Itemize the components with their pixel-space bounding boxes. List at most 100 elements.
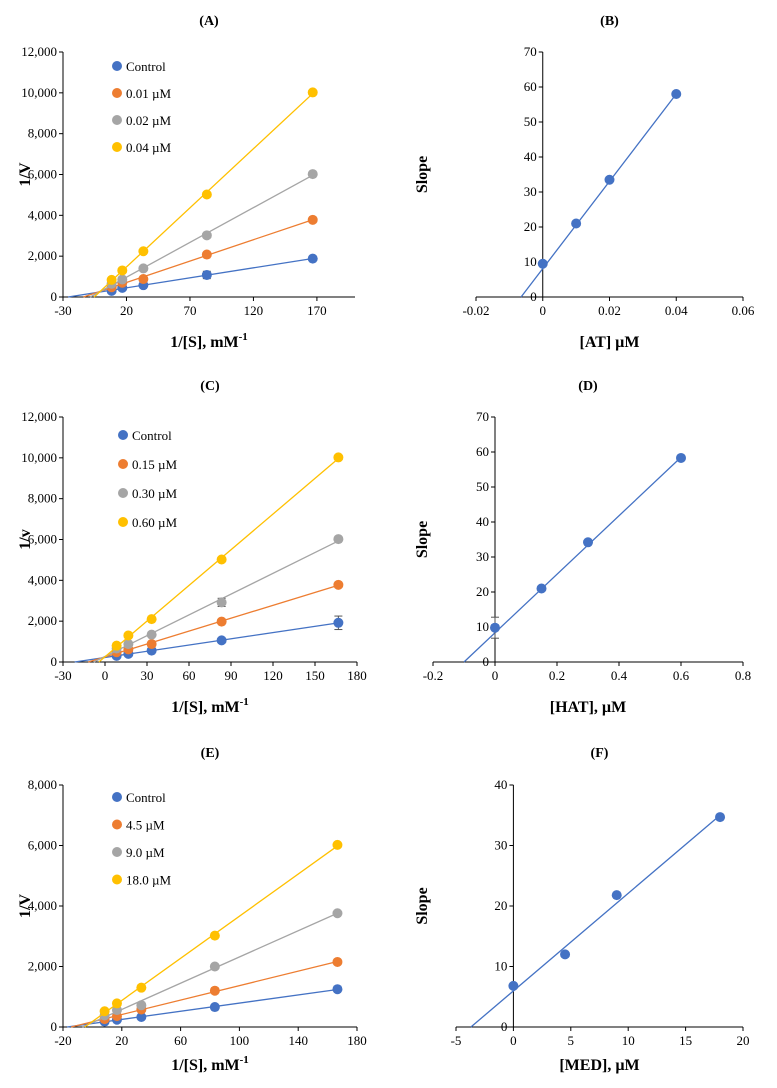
- x-tick-label: 60: [174, 1033, 187, 1048]
- fit-line-1: [70, 960, 338, 1028]
- data-point: [201, 249, 212, 260]
- y-tick-label: 8,000: [28, 491, 57, 506]
- data-point: [715, 812, 726, 823]
- legend-label: Control: [126, 59, 166, 74]
- y-tick-label: 0: [530, 289, 537, 304]
- panel-b: (B) 0 10 20 30 40 50 60 70 -0.02 0 0.02 0.04 0.06 [AT]…: [414, 14, 755, 351]
- data-point: [604, 174, 615, 185]
- fit-line-2: [89, 174, 314, 298]
- x-axis-label-text: 1/[S], mM: [170, 334, 238, 351]
- y-tick-label: 40: [524, 149, 537, 164]
- x-tick-label: 0.02: [598, 303, 621, 318]
- x-tick-label: 90: [225, 668, 238, 683]
- data-point: [201, 269, 212, 280]
- x-axis-label-text: 1/[S], mM: [171, 1057, 239, 1074]
- x-axis-label-superscript: -1: [240, 696, 249, 708]
- data-point: [209, 961, 220, 972]
- data-point: [611, 890, 622, 901]
- fit-line-1: [83, 219, 313, 298]
- data-point: [571, 218, 582, 229]
- panel-d: (D) 0 10 20 30 40 50 60 70 -0.2 0 0.2 0.4 0.6 0.8 [HAT]…: [414, 379, 751, 716]
- legend-label: 0.30 µM: [132, 486, 177, 501]
- x-axis-label-text: [MED], µM: [559, 1057, 639, 1074]
- legend: Control 0.15 µM 0.30 µM 0.60 µM: [118, 428, 177, 530]
- legend-marker: [112, 874, 122, 885]
- panel-title: (F): [591, 746, 609, 761]
- panel-title: (C): [200, 379, 220, 394]
- data-point: [209, 930, 220, 941]
- data-point: [138, 263, 149, 274]
- fit-line: [463, 456, 682, 663]
- legend: Control 4.5 µM 9.0 µM 18.0 µM: [112, 790, 171, 888]
- data-point: [332, 908, 343, 919]
- data-point: [307, 253, 318, 264]
- panel-e: (E) 0 2,000 4,000 6,000 8,000 -20 20 60 100 140 180…: [17, 746, 367, 1074]
- y-tick-label: 8,000: [28, 777, 57, 792]
- x-tick-label: 70: [183, 303, 196, 318]
- x-tick-label: 120: [263, 668, 283, 683]
- panel-f: (F) 0 10 20 30 40 -5 0 5 10 15 20 [MED], µM Slope: [414, 746, 750, 1074]
- data-point: [201, 230, 212, 241]
- x-axis-label-text: 1/[S], mM: [171, 699, 239, 716]
- x-tick-label: 10: [622, 1033, 635, 1048]
- panel-title: (D): [578, 379, 598, 394]
- x-tick-label: 170: [307, 303, 327, 318]
- legend-marker: [118, 488, 128, 498]
- data-point: [333, 579, 344, 590]
- data-point: [146, 639, 157, 650]
- x-tick-label: 120: [244, 303, 264, 318]
- y-tick-label: 20: [494, 898, 507, 913]
- panel-a: (A) 0 2,000 4,000 6,000 8,000 10,000 12,000 -30 2…: [17, 14, 355, 351]
- x-tick-label: -5: [451, 1033, 462, 1048]
- y-tick-label: 0: [51, 654, 58, 669]
- x-tick-label: 15: [679, 1033, 692, 1048]
- data-point: [146, 614, 157, 625]
- x-tick-label: -0.2: [423, 668, 444, 683]
- data-point: [536, 583, 547, 594]
- data-point: [332, 839, 343, 850]
- y-tick-label: 0: [51, 289, 58, 304]
- x-tick-label: -0.02: [462, 303, 489, 318]
- x-tick-label: 0: [540, 303, 547, 318]
- y-axis-label: Slope: [414, 521, 431, 558]
- y-tick-label: 2,000: [28, 613, 57, 628]
- fit-line-2: [93, 540, 339, 663]
- x-axis-label: [MED], µM: [559, 1057, 639, 1074]
- legend-marker: [112, 115, 122, 125]
- data-point: [117, 265, 128, 276]
- legend-marker: [112, 142, 122, 152]
- y-tick-label: 10: [494, 959, 507, 974]
- y-tick-label: 40: [476, 514, 489, 529]
- x-tick-label: 100: [230, 1033, 250, 1048]
- y-axis-label: 1/v: [17, 529, 34, 549]
- x-tick-label: 140: [288, 1033, 308, 1048]
- x-tick-label: 0.04: [665, 303, 688, 318]
- data-point: [333, 452, 344, 463]
- y-tick-label: 60: [476, 444, 489, 459]
- legend-label: 0.02 µM: [126, 113, 171, 128]
- y-tick-label: 8,000: [28, 126, 57, 141]
- y-tick-label: 30: [524, 184, 537, 199]
- data-point: [111, 998, 122, 1009]
- legend-label: 0.01 µM: [126, 86, 171, 101]
- legend-marker: [118, 517, 128, 527]
- x-axis-label: [HAT], µM: [550, 699, 626, 716]
- x-axis-label: 1/[S], mM-1: [171, 696, 249, 716]
- y-tick-label: 70: [476, 409, 489, 424]
- y-tick-label: 4,000: [28, 572, 57, 587]
- data-point: [136, 1012, 147, 1023]
- legend-marker: [112, 819, 122, 830]
- data-point: [307, 169, 318, 180]
- y-tick-label: 6,000: [28, 532, 57, 547]
- legend-label: 0.15 µM: [132, 457, 177, 472]
- y-tick-label: 70: [524, 44, 537, 59]
- x-tick-label: 180: [347, 1033, 367, 1048]
- y-axis-label: Slope: [414, 156, 431, 193]
- y-tick-label: 10: [524, 254, 537, 269]
- y-tick-label: 12,000: [21, 44, 57, 59]
- x-tick-label: -20: [54, 1033, 71, 1048]
- legend-label: 18.0 µM: [126, 873, 171, 888]
- data-point: [537, 258, 548, 269]
- data-point: [146, 629, 157, 640]
